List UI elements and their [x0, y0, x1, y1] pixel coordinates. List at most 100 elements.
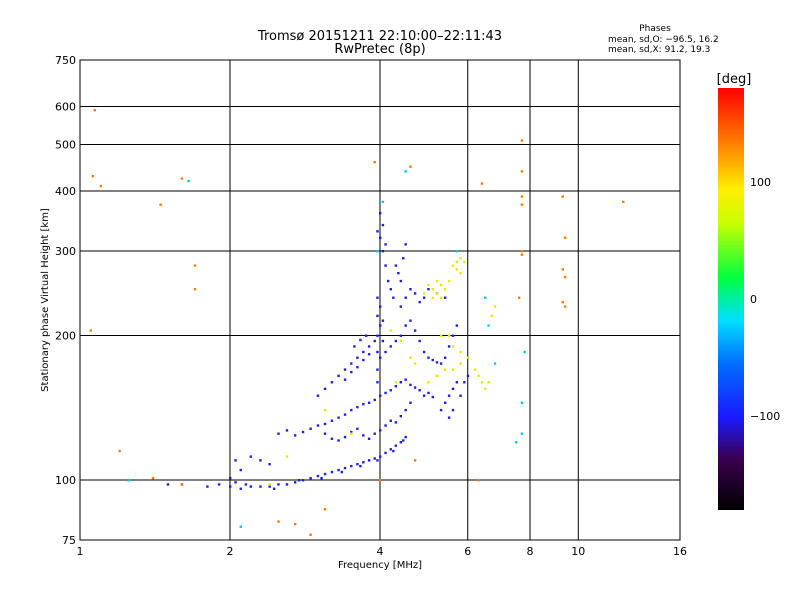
data-point [337, 374, 340, 378]
data-point [622, 200, 625, 204]
data-point [418, 300, 421, 304]
data-point [187, 179, 190, 183]
data-point [384, 243, 387, 246]
x-tick-label: 1 [77, 545, 84, 558]
data-point [376, 381, 379, 384]
data-point [234, 459, 237, 462]
data-point [427, 288, 430, 291]
data-point [455, 324, 459, 327]
data-point [379, 212, 382, 215]
data-point [520, 253, 524, 256]
data-point [455, 260, 459, 264]
data-point [301, 430, 305, 434]
data-point [323, 387, 327, 391]
data-point [389, 448, 392, 451]
data-point [316, 474, 320, 478]
phase-stats-x: mean, sd,X: 91.2, 19.3 [608, 45, 710, 55]
data-point [362, 403, 365, 406]
data-point [367, 459, 371, 462]
colorbar-tick-label: 100 [750, 176, 771, 189]
x-tick-label: 2 [227, 545, 234, 558]
data-point [379, 479, 382, 482]
data-point [323, 432, 327, 435]
data-point [356, 427, 359, 430]
data-point [399, 279, 403, 283]
y-tick-label: 300 [55, 245, 76, 258]
data-point [439, 296, 443, 299]
data-point [362, 358, 365, 362]
data-point [392, 449, 395, 453]
data-point [379, 236, 382, 239]
data-point [520, 139, 524, 142]
data-point [359, 338, 362, 342]
data-point [404, 435, 407, 439]
data-point [379, 394, 382, 397]
data-point [229, 485, 232, 488]
data-point [93, 109, 97, 112]
data-point [320, 476, 323, 480]
data-point [229, 476, 232, 480]
data-point [431, 296, 434, 299]
data-point [515, 441, 518, 444]
data-point [373, 160, 376, 164]
data-point [244, 483, 248, 486]
data-point [563, 305, 567, 308]
phase-stats-heading: Phases [639, 24, 671, 34]
data-point [443, 296, 447, 299]
data-point [206, 485, 209, 488]
data-point [466, 356, 470, 359]
data-point [490, 314, 494, 318]
data-point [376, 368, 379, 371]
data-point [487, 324, 490, 327]
data-point [399, 441, 403, 444]
data-point [561, 195, 564, 198]
data-point [418, 389, 421, 392]
data-point [180, 483, 184, 486]
data-point [399, 339, 403, 343]
data-point [399, 334, 403, 337]
data-point [517, 296, 521, 299]
data-point [259, 485, 262, 488]
data-point [285, 483, 289, 486]
data-point [350, 430, 353, 434]
data-point [451, 264, 455, 267]
data-point [293, 522, 297, 526]
data-point [431, 288, 434, 291]
data-point [373, 398, 376, 402]
data-point [409, 288, 412, 291]
data-point [323, 508, 327, 511]
data-point [459, 271, 462, 275]
data-point [466, 374, 470, 378]
data-point [268, 462, 271, 466]
x-tick-label: 4 [377, 545, 384, 558]
data-point [309, 533, 312, 536]
data-point [381, 223, 385, 227]
data-point [459, 350, 462, 354]
data-point [392, 296, 395, 299]
data-point [316, 394, 320, 397]
y-tick-label: 750 [55, 54, 76, 67]
data-point [463, 260, 466, 264]
data-point [217, 483, 221, 486]
data-point [285, 429, 289, 432]
data-point [394, 421, 398, 424]
data-point [422, 292, 426, 295]
data-point [427, 356, 430, 359]
data-point [394, 384, 398, 388]
x-tick-label: 10 [571, 545, 585, 558]
y-tick-label: 600 [55, 101, 76, 114]
data-point [439, 408, 443, 412]
data-point [443, 401, 447, 404]
data-point [431, 358, 434, 362]
data-point [384, 350, 387, 354]
data-point [451, 387, 455, 391]
data-point [413, 459, 417, 462]
data-point [451, 334, 455, 337]
data-point [373, 457, 376, 460]
data-point [384, 424, 387, 427]
data-point [520, 401, 524, 404]
data-point [493, 362, 497, 365]
data-point [376, 250, 379, 253]
data-point [337, 439, 340, 442]
data-point [373, 432, 376, 435]
